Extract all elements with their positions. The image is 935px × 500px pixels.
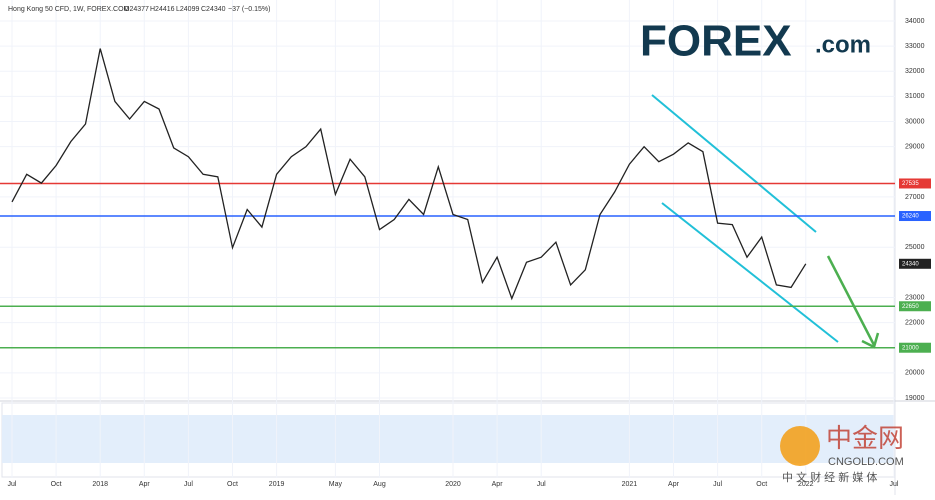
x-tick-label: 2021 [622,481,638,488]
x-tick-label: Jul [8,481,17,488]
header-low: L24099 [176,6,199,13]
x-tick-label: Aug [373,481,386,488]
channel-line [661,202,839,343]
x-tick-label: Jul [537,481,546,488]
watermark-site: CNGOLD.COM [828,456,904,468]
x-tick-label: Oct [51,481,62,488]
y-tick-label: 27000 [905,194,925,201]
price-line [11,48,807,301]
level-tag [899,178,931,189]
header-high: H24416 [150,6,175,13]
arrow [826,255,876,346]
x-tick-label: Apr [668,481,680,488]
y-tick-label: 33000 [905,43,925,50]
last-price-label: 24340 [902,261,919,267]
logo-suffix: .com [815,31,871,58]
level-label: 21000 [902,345,919,351]
level-label: 26240 [902,214,919,220]
header-symbol: Hong Kong 50 CFD, 1W, FOREX.COM [8,6,130,13]
y-tick-label: 25000 [905,244,925,251]
channel-line [651,94,817,233]
y-tick-label: 20000 [905,370,925,377]
x-tick-label: May [329,481,343,488]
y-tick-label: 34000 [905,18,925,25]
x-tick-label: Apr [139,481,151,488]
level-tag [899,301,931,312]
x-tick-label: 2019 [269,481,285,488]
level-label: 22650 [902,304,919,310]
level-tag [899,211,931,222]
last-price-tag [899,258,931,269]
y-tick-label: 30000 [905,118,925,125]
x-tick-label: 2022 [798,481,814,488]
watermark-name: 中金网 [826,423,904,453]
x-tick-label: Jul [713,481,722,488]
x-tick-label: Jul [890,481,899,488]
logo-brand: FOREX [640,17,792,66]
x-tick-label: 2018 [92,481,108,488]
x-tick-label: Apr [492,481,504,488]
y-tick-label: 23000 [905,294,925,301]
rsi-band [2,415,895,463]
y-tick-label: 19000 [905,395,925,402]
header-close: C24340 [201,6,226,13]
y-tick-label: 22000 [905,319,925,326]
level-label: 27535 [902,181,919,187]
level-tag [899,342,931,353]
x-tick-label: Jul [184,481,193,488]
y-tick-label: 29000 [905,144,925,151]
y-tick-label: 31000 [905,93,925,100]
x-tick-label: 2020 [445,481,461,488]
watermark-slogan: 中 文 财 经 新 媒 体 [782,470,877,484]
y-tick-label: 32000 [905,68,925,75]
header-change: −37 (−0.15%) [228,6,270,13]
header-open: O24377 [124,6,149,13]
watermark-icon [780,426,820,466]
x-tick-label: Oct [756,481,767,488]
x-tick-label: Oct [227,481,238,488]
